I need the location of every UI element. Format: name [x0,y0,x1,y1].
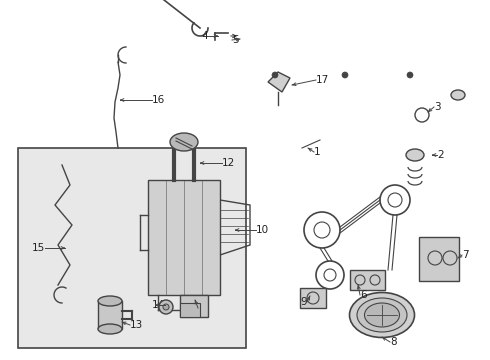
Bar [180,303,200,317]
Text: 3: 3 [434,102,441,112]
Text: 5: 5 [232,35,239,45]
Bar [148,180,220,295]
Text: 10: 10 [256,225,269,235]
Ellipse shape [98,324,122,334]
Ellipse shape [163,304,169,310]
Bar [350,270,385,290]
Ellipse shape [159,300,173,314]
Text: 13: 13 [130,320,143,330]
Text: 7: 7 [462,250,468,260]
Text: 9: 9 [300,297,307,307]
Bar [300,288,326,308]
Text: 15: 15 [32,243,45,253]
Ellipse shape [357,298,407,332]
Ellipse shape [349,292,415,338]
Polygon shape [268,72,290,92]
Text: 14: 14 [152,300,165,310]
FancyBboxPatch shape [419,237,459,281]
Text: 17: 17 [316,75,329,85]
Bar [98,301,122,329]
Ellipse shape [365,303,399,327]
Text: 12: 12 [222,158,235,168]
Text: 6: 6 [360,290,367,300]
Text: 2: 2 [437,150,443,160]
Text: 16: 16 [152,95,165,105]
Text: 4: 4 [201,31,208,41]
Ellipse shape [406,149,424,161]
Circle shape [342,72,348,78]
Bar [18,148,246,348]
Bar [180,295,208,317]
Ellipse shape [170,133,198,151]
Text: 11: 11 [185,303,198,313]
Text: 1: 1 [314,147,320,157]
Ellipse shape [98,296,122,306]
Circle shape [272,72,278,78]
Circle shape [407,72,413,78]
Ellipse shape [451,90,465,100]
Text: 8: 8 [390,337,396,347]
